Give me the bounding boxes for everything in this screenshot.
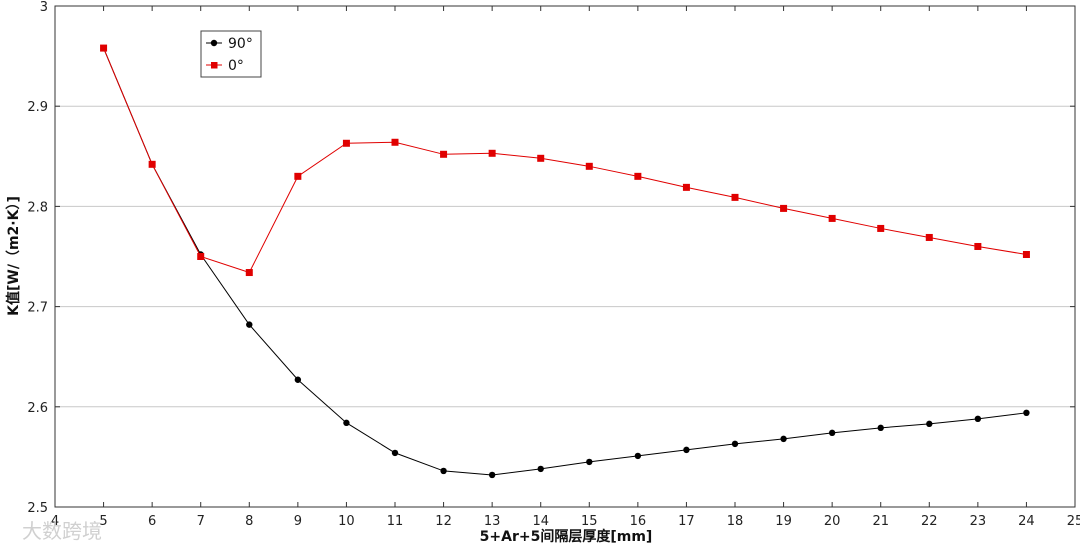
plot-area-frame	[54, 5, 1076, 508]
data-point	[634, 172, 642, 180]
x-tick-label: 15	[581, 514, 598, 529]
legend-marker-90	[210, 39, 218, 47]
x-tick-label: 21	[872, 514, 889, 529]
data-point	[294, 172, 302, 180]
watermark: 大数跨境	[22, 519, 102, 543]
data-point	[343, 419, 350, 427]
y-tick-label: 2.9	[27, 100, 48, 115]
series-line	[103, 47, 1027, 274]
x-tick-label: 5	[99, 514, 107, 529]
y-tick-label: 2.8	[27, 200, 48, 215]
data-point	[391, 449, 399, 457]
data-point	[537, 465, 544, 473]
legend-marker-0	[211, 62, 218, 69]
data-point	[488, 471, 496, 479]
data-point	[148, 160, 156, 168]
data-point	[828, 429, 836, 437]
x-tick-label: 6	[148, 514, 156, 529]
data-point	[1023, 409, 1030, 417]
data-point	[294, 376, 302, 383]
x-tick-label: 16	[630, 514, 647, 529]
x-tick-label: 10	[338, 514, 355, 529]
x-tick-label: 17	[678, 514, 695, 529]
data-point	[586, 458, 593, 466]
x-tick-label: 7	[197, 514, 205, 529]
y-tick-label: 2.6	[27, 401, 48, 416]
series-0deg	[100, 44, 1030, 277]
legend-label-0: 0°	[228, 58, 244, 74]
series-90deg	[100, 44, 1030, 479]
data-point	[100, 44, 108, 52]
data-point	[342, 139, 350, 147]
data-point	[925, 233, 933, 241]
data-point	[488, 149, 496, 157]
data-point	[197, 253, 205, 260]
data-point	[1022, 250, 1030, 258]
y-tick-label: 2.5	[27, 501, 48, 516]
y-tick-label: 2.7	[27, 301, 48, 316]
data-point	[926, 420, 933, 428]
x-tick-label: 22	[921, 514, 938, 529]
data-point	[974, 415, 982, 423]
x-tick-label: 24	[1018, 514, 1035, 529]
data-point	[974, 242, 982, 250]
data-point	[780, 435, 787, 443]
legend-label-90: 90°	[228, 36, 253, 52]
data-point	[683, 446, 690, 454]
x-tick-label: 13	[484, 514, 501, 529]
data-point	[828, 214, 836, 222]
data-point	[634, 452, 642, 460]
data-point	[440, 150, 448, 158]
data-point	[391, 138, 399, 146]
x-tick-label: 14	[532, 514, 549, 529]
data-point	[731, 440, 739, 448]
legend-box	[200, 30, 262, 78]
data-point	[780, 204, 788, 212]
grid-lines	[55, 105, 1075, 408]
series-line	[103, 47, 1027, 476]
axis-ticks: 2.5 2.6 2.7 2.8 2.9 3 4 5 6 7 8 9 10 11 12 13 14 15 16 17 18…	[27, 0, 1080, 529]
data-point	[877, 224, 885, 232]
x-tick-label: 18	[727, 514, 744, 529]
x-tick-label: 11	[387, 514, 404, 529]
x-tick-label: 25	[1067, 514, 1080, 529]
y-tick-label: 3	[40, 0, 48, 15]
x-tick-label: 4	[51, 514, 59, 529]
data-point	[537, 154, 545, 162]
x-tick-label: 8	[245, 514, 253, 529]
data-point	[245, 269, 253, 277]
x-axis-title: 5+Ar+5间隔层厚度[mm]	[480, 528, 653, 545]
legend: 90° 0°	[200, 30, 262, 78]
data-point	[440, 467, 447, 475]
x-tick-label: 19	[775, 514, 792, 529]
series-group	[100, 44, 1030, 479]
x-tick-label: 20	[824, 514, 841, 529]
y-axis-title: K值[W/（m2·K）]	[5, 196, 22, 316]
data-point	[731, 193, 739, 201]
x-tick-label: 23	[970, 514, 987, 529]
x-tick-label: 12	[435, 514, 452, 529]
data-point	[877, 424, 884, 432]
data-point	[585, 162, 593, 170]
data-point	[246, 321, 253, 328]
data-point	[682, 183, 690, 191]
x-tick-label: 9	[294, 514, 302, 529]
